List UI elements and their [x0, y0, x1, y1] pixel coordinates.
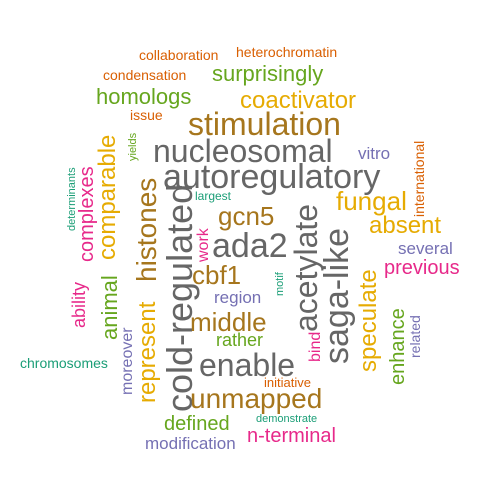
- word-bind: bind: [307, 331, 324, 362]
- word-surprisingly: surprisingly: [212, 61, 324, 86]
- word-region: region: [214, 288, 262, 307]
- word-previous: previous: [384, 257, 460, 279]
- word-modification: modification: [145, 434, 236, 453]
- word-ability: ability: [69, 281, 89, 328]
- word-saga-like: saga-like: [318, 227, 356, 364]
- word-cold-regulated: cold-regulated: [159, 183, 200, 412]
- word-cbf1: cbf1: [192, 260, 242, 290]
- word-ada2: ada2: [212, 227, 288, 265]
- word-histones: histones: [131, 177, 162, 282]
- word-middle: middle: [190, 307, 267, 337]
- word-motif: motif: [274, 272, 286, 296]
- word-collaboration: collaboration: [139, 47, 219, 63]
- word-vitro: vitro: [358, 144, 391, 163]
- word-related: related: [407, 315, 423, 358]
- word-largest: largest: [195, 189, 232, 203]
- word-international: international: [411, 140, 427, 217]
- word-coactivator: coactivator: [240, 87, 357, 114]
- word-condensation: condensation: [103, 67, 187, 83]
- word-initiative: initiative: [264, 375, 311, 390]
- word-rather: rather: [216, 330, 264, 350]
- word-fungal: fungal: [336, 186, 407, 216]
- word-defined: defined: [164, 413, 230, 435]
- word-stimulation: stimulation: [188, 106, 341, 142]
- word-unmapped: unmapped: [190, 383, 323, 414]
- word-several: several: [398, 239, 453, 258]
- word-chromosomes: chromosomes: [20, 355, 108, 371]
- word-autoregulatory: autoregulatory: [163, 158, 381, 196]
- word-n-terminal: n-terminal: [247, 425, 336, 447]
- word-issue: issue: [130, 107, 163, 123]
- word-homologs: homologs: [96, 84, 192, 109]
- word-animal: animal: [97, 275, 122, 340]
- word-absent: absent: [369, 212, 442, 239]
- word-demonstrate: demonstrate: [256, 413, 318, 425]
- word-enhance: enhance: [387, 308, 409, 385]
- word-represent: represent: [134, 301, 161, 403]
- word-moreover: moreover: [119, 327, 136, 395]
- word-gcn5: gcn5: [218, 201, 275, 231]
- word-heterochromatin: heterochromatin: [236, 44, 338, 60]
- word-comparable: comparable: [94, 134, 121, 260]
- word-yields: yields: [127, 132, 139, 161]
- word-nucleosomal: nucleosomal: [153, 133, 333, 169]
- word-enable: enable: [199, 347, 296, 383]
- word-speculate: speculate: [355, 269, 382, 372]
